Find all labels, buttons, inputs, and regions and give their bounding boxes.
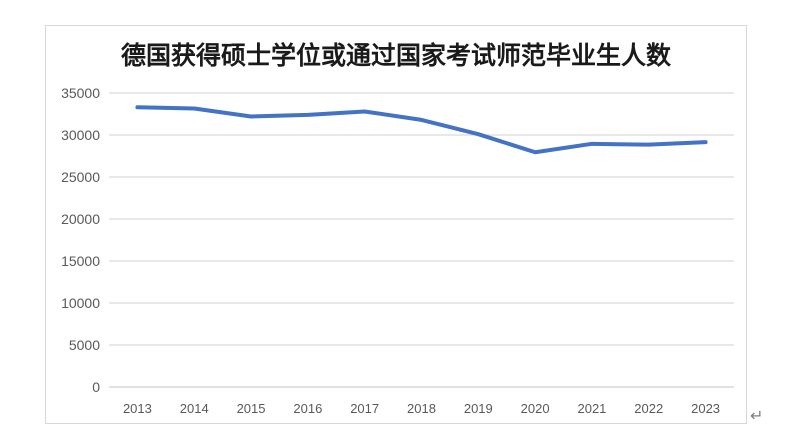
paragraph-mark-icon: ↵ <box>750 408 764 425</box>
x-tick-label: 2014 <box>179 401 209 416</box>
y-tick-label: 0 <box>92 379 100 395</box>
data-series-line <box>135 105 708 155</box>
x-tick-label: 2019 <box>463 401 493 416</box>
x-tick-label: 2016 <box>293 401 323 416</box>
y-tick-label: 30000 <box>61 127 100 143</box>
x-tick-label: 2022 <box>634 401 664 416</box>
x-tick-label: 2021 <box>577 401 607 416</box>
y-tick-label: 35000 <box>61 85 100 101</box>
x-tick-label: 2013 <box>122 401 152 416</box>
y-tick-label: 15000 <box>61 253 100 269</box>
y-tick-label: 5000 <box>68 337 100 353</box>
chart-title: 德国获得硕士学位或通过国家考试师范毕业生人数 <box>120 43 671 70</box>
chart-object[interactable]: 德国获得硕士学位或通过国家考试师范毕业生人数 0 5000 10000 15000 20… <box>45 25 747 424</box>
x-tick-label: 2017 <box>350 401 380 416</box>
x-tick-label: 2018 <box>407 401 436 416</box>
x-tick-label: 2015 <box>236 401 266 416</box>
line-chart <box>109 92 734 388</box>
y-tick-label: 25000 <box>61 169 100 185</box>
x-tick-label: 2023 <box>691 401 721 416</box>
y-tick-label: 20000 <box>61 211 100 227</box>
y-tick-label: 10000 <box>61 295 100 311</box>
x-tick-label: 2020 <box>520 401 550 416</box>
